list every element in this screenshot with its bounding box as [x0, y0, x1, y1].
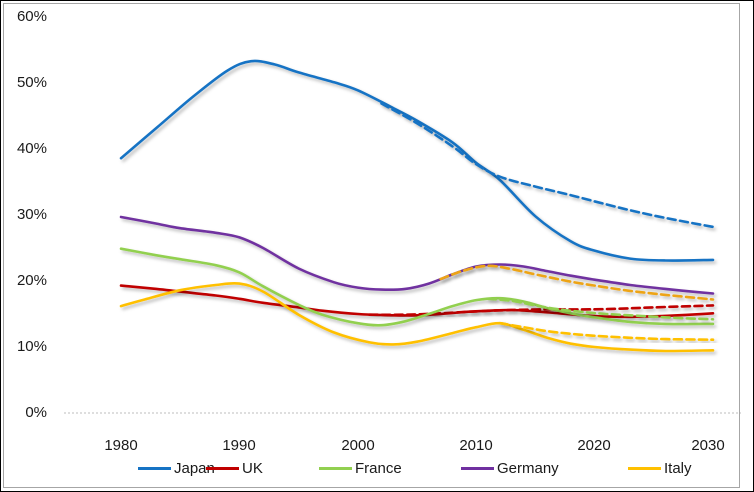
y-tick-50: 50% [16, 74, 47, 91]
legend-label-france: France [355, 459, 402, 477]
y-tick-60: 60% [16, 8, 47, 25]
y-tick-30: 30% [16, 206, 47, 223]
series-line-italy-projection [498, 321, 715, 341]
legend-swatch-japan [138, 466, 171, 470]
series-line-germany [119, 215, 715, 295]
legend-swatch-uk [206, 466, 239, 470]
legend-label-japan: Japan [174, 459, 215, 477]
y-tick-10: 10% [16, 338, 47, 355]
legend-item-japan: Japan [138, 458, 215, 478]
chart-border-frame [3, 3, 740, 488]
series-line-japan-projection [380, 102, 715, 229]
legend-swatch-germany [461, 466, 494, 470]
series-line-italy [119, 281, 715, 353]
legend-label-italy: Italy [664, 459, 692, 477]
series-line-germany-projection [439, 264, 715, 301]
legend-label-uk: UK [242, 459, 263, 477]
legend-item-germany: Germany [461, 458, 559, 478]
series-line-france-projection [486, 297, 715, 321]
legend-label-germany: Germany [497, 459, 559, 477]
legend-item-italy: Italy [628, 458, 692, 478]
x-tick-2010: 2010 [459, 437, 493, 454]
legend-swatch-italy [628, 466, 661, 470]
y-tick-0: 0% [25, 404, 47, 421]
series-line-japan [119, 59, 715, 262]
y-tick-20: 20% [16, 272, 47, 289]
x-tick-1990: 1990 [222, 437, 256, 454]
series-line-france [119, 247, 715, 327]
legend-item-uk: UK [206, 458, 263, 478]
series-line-uk-projection [368, 304, 715, 317]
y-tick-40: 40% [16, 140, 47, 157]
legend-swatch-france [319, 466, 352, 470]
x-tick-2020: 2020 [577, 437, 611, 454]
x-tick-2030: 2030 [691, 437, 725, 454]
legend-item-france: France [319, 458, 402, 478]
x-tick-1980: 1980 [104, 437, 138, 454]
x-tick-2000: 2000 [341, 437, 375, 454]
